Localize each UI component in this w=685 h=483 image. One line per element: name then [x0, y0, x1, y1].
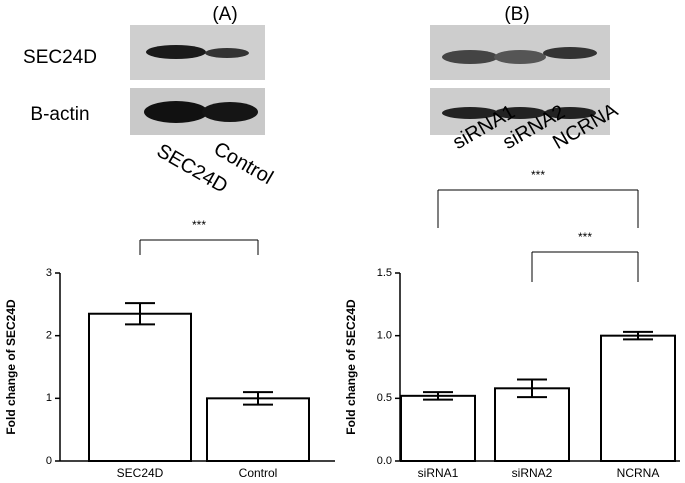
bar [206, 397, 310, 463]
row-label: SEC24D [23, 47, 97, 68]
significance-label: *** [578, 230, 592, 244]
error-bar [243, 391, 273, 406]
y-axis-label: Fold change of SEC24D [4, 299, 18, 435]
x-tick-label: siRNA1 [418, 466, 459, 480]
blot-b [430, 25, 610, 135]
error-bar [125, 302, 155, 326]
significance-label: *** [531, 168, 545, 182]
x-tick-label: Control [239, 466, 278, 480]
y-tick-label: 0 [46, 455, 52, 467]
error-bar [517, 378, 547, 399]
error-bar [623, 330, 653, 341]
bar [88, 312, 192, 462]
y-tick-label: 1.0 [377, 330, 392, 342]
error-bar [423, 391, 453, 401]
bar [494, 387, 570, 463]
y-tick-label: 0.5 [377, 392, 392, 404]
y-tick-label: 1 [46, 392, 52, 404]
x-tick-label: NCRNA [617, 466, 660, 480]
y-tick-label: 2 [46, 330, 52, 342]
significance-label: *** [192, 218, 206, 232]
x-tick-label: siRNA2 [512, 466, 553, 480]
bar [400, 394, 476, 462]
y-axis-label: Fold change of SEC24D [344, 299, 358, 435]
bar [600, 334, 676, 462]
blot-a [130, 25, 265, 135]
panel-label: (B) [504, 4, 529, 25]
y-tick-label: 1.5 [377, 267, 392, 279]
row-label: B-actin [30, 104, 89, 125]
panel-label: (A) [212, 4, 237, 25]
x-tick-label: SEC24D [117, 466, 164, 480]
y-tick-label: 0.0 [377, 455, 392, 467]
y-tick-label: 3 [46, 267, 52, 279]
